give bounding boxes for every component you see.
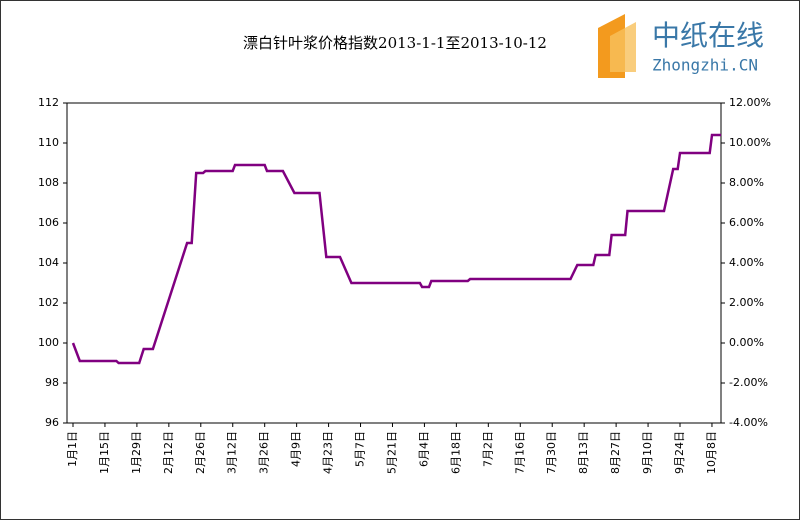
x-tick-label: 1月29日 bbox=[130, 431, 143, 474]
chart-title: 漂白针叶浆价格指数2013-1-1至2013-10-12 bbox=[243, 34, 547, 52]
y2-tick-label: 10.00% bbox=[729, 136, 771, 149]
x-tick-label: 1月15日 bbox=[98, 431, 111, 474]
y2-tick-label: 0.00% bbox=[729, 336, 764, 349]
x-tick-label: 3月26日 bbox=[258, 431, 271, 474]
x-tick-label: 9月24日 bbox=[673, 431, 686, 474]
x-tick-label: 9月10日 bbox=[641, 431, 654, 474]
x-tick-label: 3月12日 bbox=[226, 431, 239, 474]
x-tick-label: 5月21日 bbox=[385, 431, 398, 474]
y-tick-label: 110 bbox=[38, 136, 59, 149]
x-tick-label: 8月27日 bbox=[609, 431, 622, 474]
logo: 中纸在线 Zhongzhi.CN bbox=[598, 14, 764, 78]
y-tick-label: 98 bbox=[45, 376, 59, 389]
x-tick-label: 2月26日 bbox=[194, 431, 207, 474]
logo-site: Zhongzhi.CN bbox=[652, 56, 758, 75]
x-tick-label: 7月2日 bbox=[481, 431, 494, 467]
logo-icon bbox=[610, 22, 636, 72]
x-tick-label: 6月18日 bbox=[449, 431, 462, 474]
logo-name: 中纸在线 bbox=[652, 19, 764, 52]
x-tick-label: 10月8日 bbox=[705, 431, 718, 474]
x-tick-label: 8月13日 bbox=[577, 431, 590, 474]
x-tick-label: 2月12日 bbox=[162, 431, 175, 474]
y-tick-label: 112 bbox=[38, 96, 59, 109]
y2-tick-label: 4.00% bbox=[729, 256, 764, 269]
y2-tick-label: 6.00% bbox=[729, 216, 764, 229]
x-tick-label: 6月4日 bbox=[417, 431, 430, 467]
x-tick-label: 1月1日 bbox=[66, 431, 79, 467]
x-tick-label: 4月23日 bbox=[322, 431, 335, 474]
y2-tick-label: -2.00% bbox=[729, 376, 768, 389]
plot-area bbox=[66, 102, 722, 424]
x-tick-label: 4月9日 bbox=[290, 431, 303, 467]
y2-tick-label: 8.00% bbox=[729, 176, 764, 189]
y2-tick-label: -4.00% bbox=[729, 416, 768, 429]
line bbox=[71, 133, 722, 365]
x-tick-label: 5月7日 bbox=[354, 431, 367, 467]
y2-tick-label: 12.00% bbox=[729, 96, 771, 109]
y-tick-label: 106 bbox=[38, 216, 59, 229]
x-tick-label: 7月16日 bbox=[513, 431, 526, 474]
y-tick-label: 102 bbox=[38, 296, 59, 309]
y-tick-label: 108 bbox=[38, 176, 59, 189]
x-tick-label: 7月30日 bbox=[545, 431, 558, 474]
y-tick-label: 104 bbox=[38, 256, 59, 269]
y2-tick-label: 2.00% bbox=[729, 296, 764, 309]
y-tick-label: 96 bbox=[45, 416, 59, 429]
y-tick-label: 100 bbox=[38, 336, 59, 349]
